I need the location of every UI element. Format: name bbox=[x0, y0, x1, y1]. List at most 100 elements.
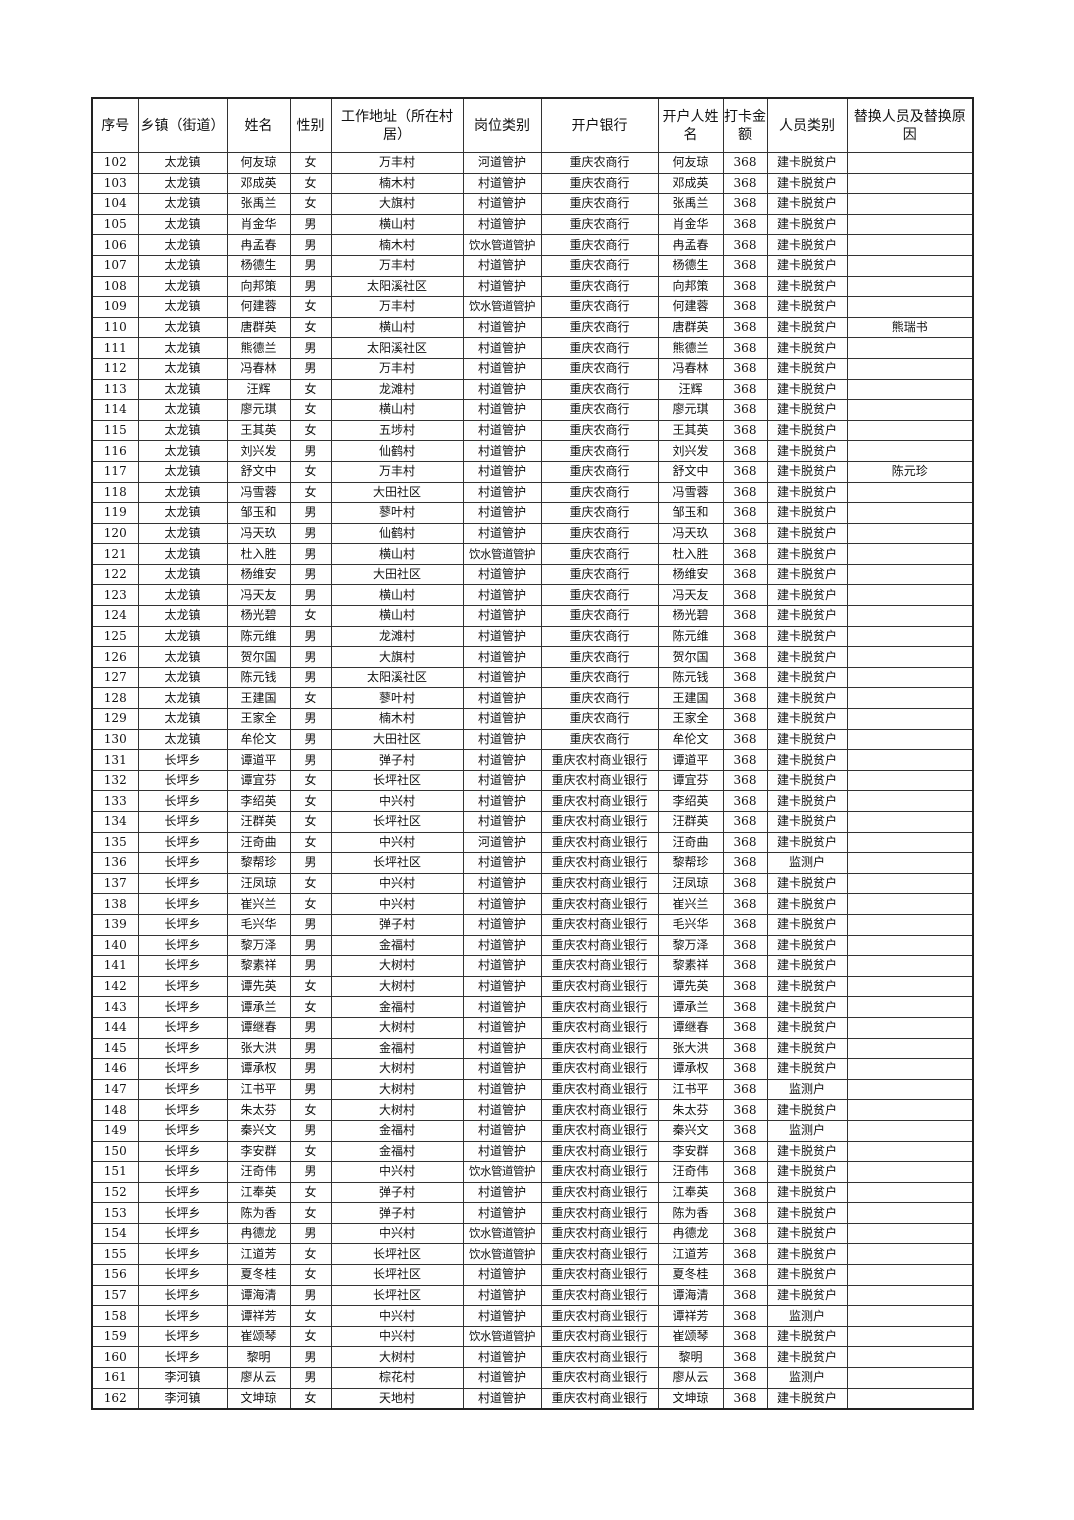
cell-serial-no: 129 bbox=[91, 708, 139, 730]
cell-account-holder: 唐群英 bbox=[657, 316, 724, 339]
cell-replacement bbox=[846, 1264, 974, 1286]
cell-name: 王家全 bbox=[226, 708, 291, 730]
cell-account-holder: 江道芳 bbox=[657, 1243, 724, 1266]
cell-post-type: 村道管护 bbox=[462, 213, 542, 236]
cell-amount: 368 bbox=[722, 1181, 768, 1204]
cell-amount: 368 bbox=[722, 1367, 768, 1389]
cell-name: 冯天玖 bbox=[226, 522, 291, 545]
cell-account-holder: 谭先英 bbox=[657, 975, 724, 998]
cell-gender: 男 bbox=[289, 1058, 332, 1080]
cell-person-category: 建卡脱贫户 bbox=[766, 193, 848, 215]
cell-account-holder: 夏冬桂 bbox=[657, 1264, 724, 1286]
cell-person-category: 建卡脱贫户 bbox=[766, 913, 848, 936]
cell-account-holder: 冯春林 bbox=[657, 357, 724, 380]
cell-account-holder: 冯天友 bbox=[657, 584, 724, 607]
cell-name: 刘兴发 bbox=[226, 440, 291, 462]
cell-person-category: 建卡脱贫户 bbox=[766, 872, 848, 895]
cell-township: 长坪乡 bbox=[137, 934, 228, 957]
cell-township: 太龙镇 bbox=[137, 378, 228, 401]
cell-township: 太龙镇 bbox=[137, 357, 228, 380]
header-name: 姓名 bbox=[226, 97, 291, 153]
cell-amount: 368 bbox=[722, 1284, 768, 1307]
cell-post-type: 村道管护 bbox=[462, 1016, 542, 1039]
cell-gender: 男 bbox=[289, 1367, 332, 1389]
cell-replacement bbox=[846, 254, 974, 277]
cell-work-address: 万丰村 bbox=[330, 460, 464, 483]
cell-post-type: 村道管护 bbox=[462, 1078, 542, 1101]
cell-serial-no: 104 bbox=[91, 193, 139, 215]
cell-account-holder: 廖从云 bbox=[657, 1367, 724, 1389]
cell-person-category: 建卡脱贫户 bbox=[766, 1181, 848, 1204]
cell-bank: 重庆农村商业银行 bbox=[540, 996, 659, 1018]
table-row: 141 长坪乡 黎素祥男大树村 村道管护 重庆农村商业银行 黎素祥 368 建卡脱贫户 bbox=[91, 955, 974, 977]
cell-bank: 重庆农商行 bbox=[540, 481, 659, 504]
cell-name: 毛兴华 bbox=[226, 913, 291, 936]
cell-serial-no: 109 bbox=[91, 296, 139, 318]
cell-gender: 女 bbox=[289, 1264, 332, 1286]
cell-serial-no: 108 bbox=[91, 275, 139, 298]
cell-account-holder: 谭宜芬 bbox=[657, 769, 724, 792]
table-row: 128 太龙镇 王建国女蓼叶村 村道管护 重庆农商行 王建国 368 建卡脱贫户 bbox=[91, 687, 974, 710]
cell-account-holder: 何建蓉 bbox=[657, 296, 724, 318]
cell-bank: 重庆农村商业银行 bbox=[540, 1037, 659, 1060]
cell-serial-no: 161 bbox=[91, 1367, 139, 1389]
cell-serial-no: 156 bbox=[91, 1264, 139, 1286]
table-row: 157 长坪乡 谭海清男长坪社区 村道管护 重庆农村商业银行 谭海清 368 建卡脱贫户 bbox=[91, 1284, 974, 1307]
cell-bank: 重庆农村商业银行 bbox=[540, 811, 659, 833]
cell-township: 太龙镇 bbox=[137, 337, 228, 359]
cell-township: 太龙镇 bbox=[137, 234, 228, 256]
cell-name: 陈元钱 bbox=[226, 666, 291, 689]
cell-gender: 女 bbox=[289, 996, 332, 1018]
cell-account-holder: 牟伦文 bbox=[657, 728, 724, 751]
cell-bank: 重庆农村商业银行 bbox=[540, 975, 659, 998]
cell-post-type: 村道管护 bbox=[462, 1284, 542, 1307]
cell-person-category: 建卡脱贫户 bbox=[766, 893, 848, 915]
cell-replacement bbox=[846, 1284, 974, 1307]
cell-work-address: 龙滩村 bbox=[330, 378, 464, 401]
cell-gender: 男 bbox=[289, 1222, 332, 1245]
cell-work-address: 横山村 bbox=[330, 584, 464, 607]
header-township: 乡镇（街道） bbox=[137, 97, 228, 153]
cell-person-category: 建卡脱贫户 bbox=[766, 728, 848, 751]
cell-work-address: 大旗村 bbox=[330, 193, 464, 215]
cell-gender: 男 bbox=[289, 666, 332, 689]
cell-person-category: 建卡脱贫户 bbox=[766, 975, 848, 998]
cell-account-holder: 邹玉和 bbox=[657, 502, 724, 524]
cell-post-type: 村道管护 bbox=[462, 625, 542, 648]
cell-replacement bbox=[846, 213, 974, 236]
cell-bank: 重庆农村商业银行 bbox=[540, 1058, 659, 1080]
cell-replacement bbox=[846, 893, 974, 915]
cell-work-address: 五埗村 bbox=[330, 419, 464, 442]
cell-amount: 368 bbox=[722, 646, 768, 668]
cell-township: 长坪乡 bbox=[137, 1284, 228, 1307]
cell-amount: 368 bbox=[722, 502, 768, 524]
cell-township: 长坪乡 bbox=[137, 1264, 228, 1286]
cell-work-address: 大树村 bbox=[330, 1078, 464, 1101]
cell-person-category: 建卡脱贫户 bbox=[766, 1284, 848, 1307]
cell-serial-no: 135 bbox=[91, 831, 139, 854]
cell-township: 长坪乡 bbox=[137, 1325, 228, 1348]
cell-replacement bbox=[846, 1305, 974, 1327]
cell-township: 长坪乡 bbox=[137, 996, 228, 1018]
cell-account-holder: 黎帮珍 bbox=[657, 852, 724, 874]
table-row: 159 长坪乡 崔颂琴女中兴村 饮水管道管护 重庆农村商业银行 崔颂琴 368 建卡脱贫户 bbox=[91, 1325, 974, 1348]
cell-work-address: 大树村 bbox=[330, 1346, 464, 1369]
cell-gender: 男 bbox=[289, 749, 332, 771]
cell-post-type: 村道管护 bbox=[462, 646, 542, 668]
cell-person-category: 建卡脱贫户 bbox=[766, 419, 848, 442]
cell-township: 太龙镇 bbox=[137, 296, 228, 318]
cell-serial-no: 127 bbox=[91, 666, 139, 689]
cell-post-type: 村道管护 bbox=[462, 316, 542, 339]
cell-gender: 男 bbox=[289, 852, 332, 874]
cell-person-category: 建卡脱贫户 bbox=[766, 1140, 848, 1163]
cell-person-category: 建卡脱贫户 bbox=[766, 1325, 848, 1348]
cell-serial-no: 112 bbox=[91, 357, 139, 380]
cell-account-holder: 汪奇曲 bbox=[657, 831, 724, 854]
cell-account-holder: 黎万泽 bbox=[657, 934, 724, 957]
cell-replacement bbox=[846, 1325, 974, 1348]
cell-bank: 重庆农村商业银行 bbox=[540, 1305, 659, 1327]
cell-township: 太龙镇 bbox=[137, 687, 228, 710]
cell-serial-no: 111 bbox=[91, 337, 139, 359]
cell-gender: 男 bbox=[289, 254, 332, 277]
cell-amount: 368 bbox=[722, 522, 768, 545]
